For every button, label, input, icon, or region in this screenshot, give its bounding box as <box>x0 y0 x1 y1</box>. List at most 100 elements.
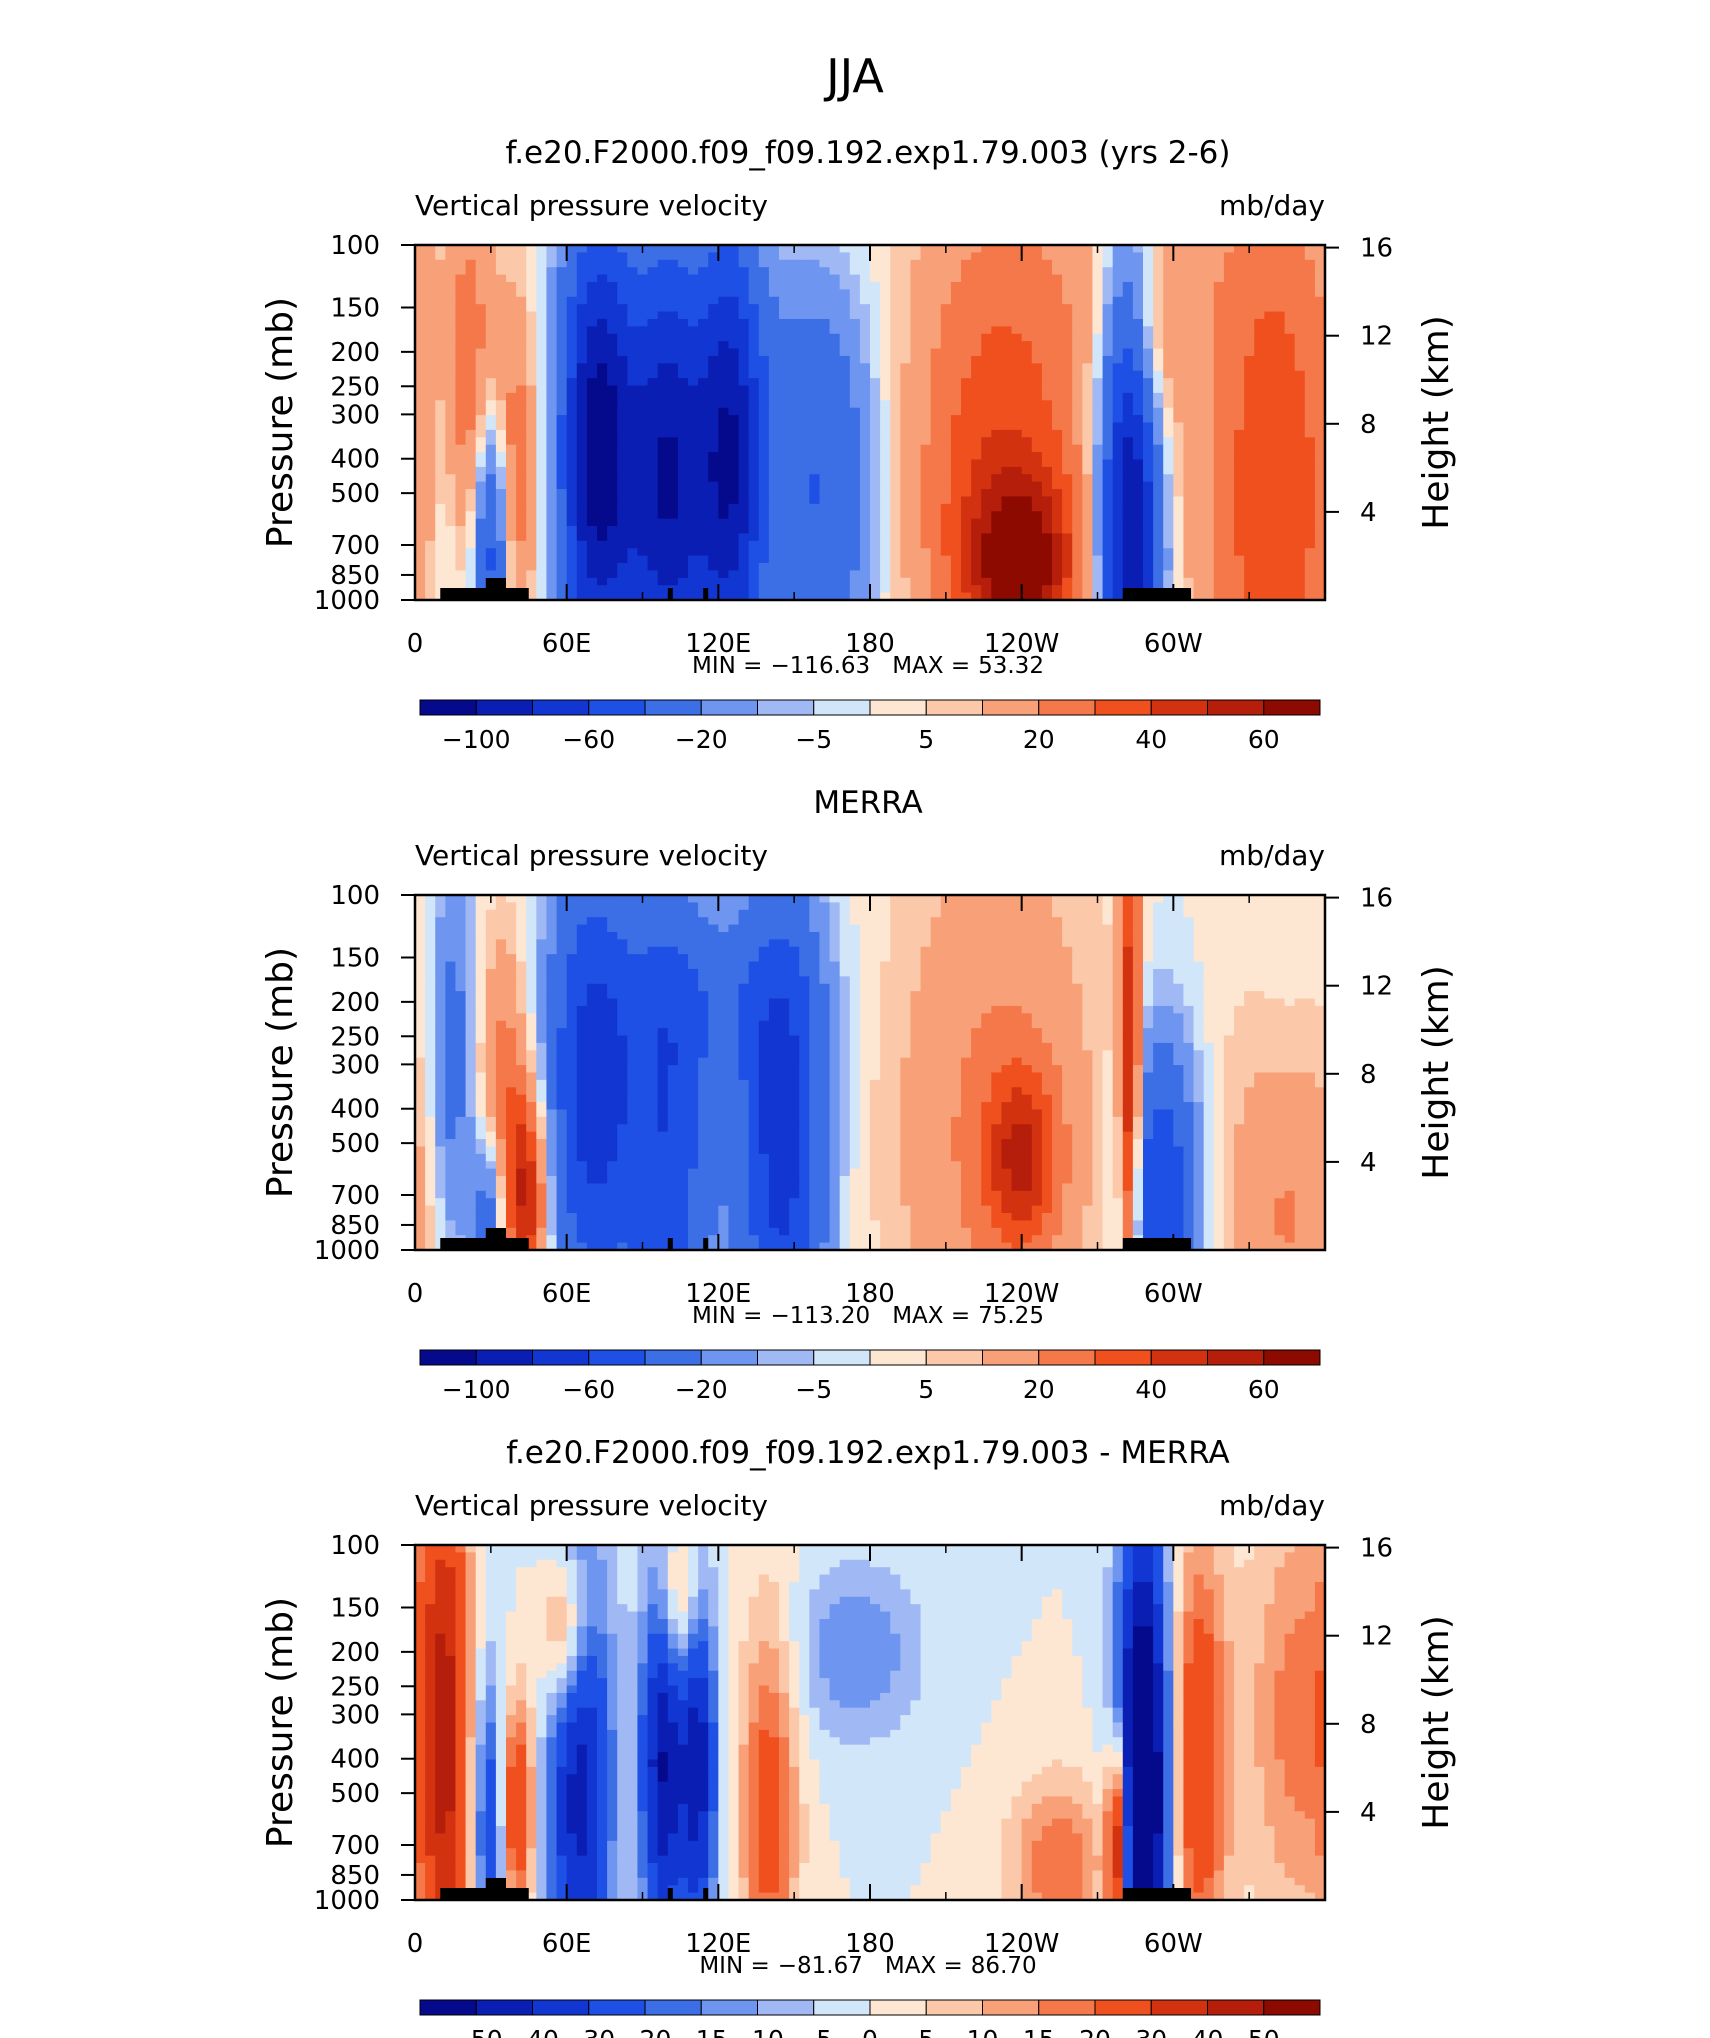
contour-cell <box>708 895 719 903</box>
contour-cell <box>1011 304 1023 313</box>
contour-cell <box>1203 481 1215 490</box>
contour-cell <box>475 452 487 461</box>
stat-max: 53.32 <box>978 653 1044 679</box>
contour-cell <box>910 281 922 290</box>
contour-cell <box>1264 452 1276 461</box>
contour-cell <box>799 533 810 542</box>
contour-cell <box>1163 437 1174 446</box>
contour-cell <box>1122 924 1134 933</box>
contour-cell <box>597 245 608 253</box>
contour-cell <box>1072 341 1083 350</box>
contour-cell <box>758 577 770 586</box>
contour-cell <box>1304 518 1316 527</box>
contour-cell <box>910 511 922 520</box>
contour-cell <box>708 304 719 313</box>
contour-cell <box>445 577 457 586</box>
contour-cell <box>1284 444 1296 453</box>
contour-cell <box>1112 924 1124 933</box>
contour-cell <box>677 348 689 357</box>
contour-cell <box>1062 526 1073 535</box>
contour-cell <box>1021 533 1033 542</box>
contour-cell <box>1304 526 1316 535</box>
contour-cell <box>910 931 922 940</box>
contour-cell <box>1304 466 1316 475</box>
contour-cell <box>870 267 881 276</box>
contour-cell <box>536 466 548 475</box>
contour-cell <box>455 304 467 313</box>
contour-cell <box>950 392 962 401</box>
contour-cell <box>1122 400 1134 409</box>
contour-cell <box>1183 526 1195 535</box>
contour-cell <box>627 444 639 453</box>
contour-cell <box>809 348 821 357</box>
contour-cell <box>930 931 942 940</box>
contour-cell <box>880 245 891 253</box>
contour-cell <box>950 570 962 579</box>
contour-cell <box>1223 924 1235 933</box>
contour-cell <box>556 496 568 505</box>
contour-cell <box>748 311 760 320</box>
contour-cell <box>1102 459 1114 468</box>
contour-cell <box>576 289 588 298</box>
contour-cell <box>556 281 568 290</box>
topography-bar <box>485 578 506 600</box>
contour-cell <box>839 481 851 490</box>
contour-cell <box>576 444 588 453</box>
contour-cell <box>910 326 922 335</box>
contour-cell <box>728 385 740 394</box>
contour-cell <box>688 555 699 564</box>
contour-cell <box>1062 466 1073 475</box>
contour-cell <box>950 585 962 594</box>
contour-cell <box>799 348 810 357</box>
contour-cell <box>506 318 517 327</box>
contour-cell <box>667 526 679 535</box>
contour-cell <box>961 909 972 918</box>
contour-cell <box>1112 429 1124 438</box>
contour-cell <box>971 407 982 416</box>
contour-cell <box>768 924 780 933</box>
contour-cell <box>1092 281 1104 290</box>
contour-cell <box>991 489 1003 498</box>
contour-cell <box>1274 304 1286 313</box>
contour-cell <box>556 577 568 586</box>
contour-cell <box>1244 304 1255 313</box>
contour-cell <box>1092 304 1104 313</box>
contour-cell <box>1041 259 1053 268</box>
contour-cell <box>556 452 568 461</box>
contour-cell <box>880 281 891 290</box>
contour-cell <box>607 422 618 431</box>
contour-cell <box>485 296 497 305</box>
contour-cell <box>465 481 477 490</box>
contour-cell <box>637 917 649 926</box>
y-tick-label: 300 <box>330 400 380 430</box>
contour-cell <box>1052 267 1063 276</box>
contour-cell <box>677 385 689 394</box>
contour-cell <box>1234 444 1245 453</box>
contour-cell <box>1193 563 1205 572</box>
contour-cell <box>1072 400 1083 409</box>
contour-cell <box>1072 267 1083 276</box>
contour-cell <box>768 296 780 305</box>
contour-cell <box>1112 459 1124 468</box>
contour-cell <box>1041 370 1053 379</box>
contour-cell <box>1183 909 1195 918</box>
contour-cell <box>1122 496 1134 505</box>
contour-cell <box>1264 511 1276 520</box>
contour-cell <box>546 474 558 483</box>
contour-cell <box>1163 318 1174 327</box>
contour-cell <box>1314 902 1326 911</box>
contour-cell <box>981 252 992 261</box>
contour-cell <box>758 452 770 461</box>
contour-cell <box>1213 296 1225 305</box>
contour-cell <box>1193 437 1205 446</box>
contour-cell <box>677 511 689 520</box>
contour-cell <box>1021 496 1033 505</box>
contour-cell <box>556 540 568 549</box>
contour-cell <box>647 407 659 416</box>
contour-cell <box>1082 481 1094 490</box>
contour-cell <box>657 245 669 253</box>
contour-cell <box>1234 370 1245 379</box>
contour-cell <box>971 415 982 424</box>
contour-cell <box>1264 311 1276 320</box>
contour-cell <box>1031 304 1043 313</box>
